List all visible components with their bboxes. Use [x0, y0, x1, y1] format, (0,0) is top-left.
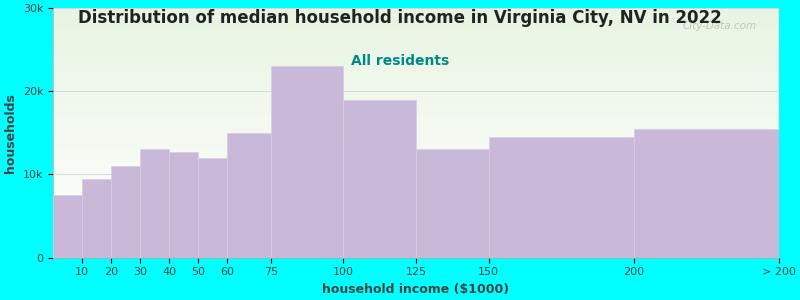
Bar [111, 166, 140, 258]
Bar [634, 129, 779, 258]
Text: All residents: All residents [351, 54, 449, 68]
Bar [489, 137, 634, 258]
Bar [53, 195, 82, 258]
Bar [170, 152, 198, 258]
Text: City-Data.com: City-Data.com [683, 21, 757, 31]
Text: Distribution of median household income in Virginia City, NV in 2022: Distribution of median household income … [78, 9, 722, 27]
Bar [227, 133, 271, 258]
Bar [140, 149, 170, 258]
Bar [416, 149, 489, 258]
Y-axis label: households: households [4, 93, 17, 173]
X-axis label: household income ($1000): household income ($1000) [322, 283, 510, 296]
Bar [82, 178, 111, 258]
Bar [198, 158, 227, 258]
Bar [343, 100, 416, 258]
Bar [271, 66, 343, 258]
